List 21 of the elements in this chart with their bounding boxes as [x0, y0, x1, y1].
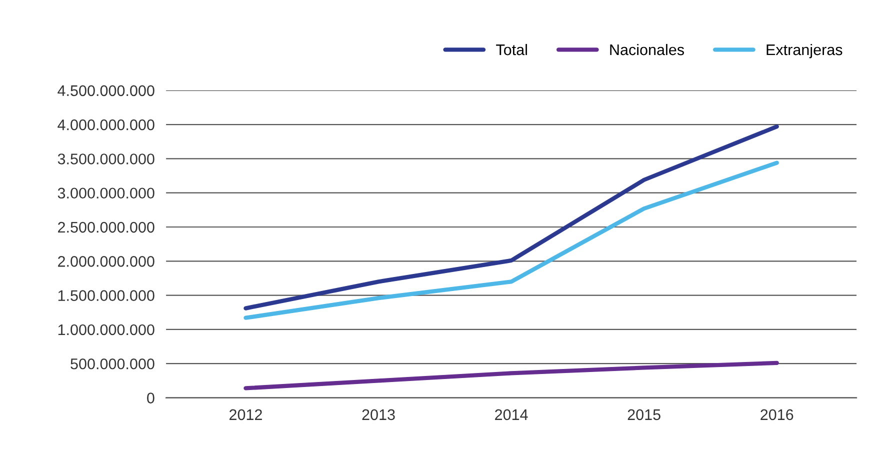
y-tick-label: 1.000.000.000	[58, 324, 154, 336]
x-tick-label: 2016	[760, 409, 794, 420]
y-tick-label: 3.000.000.000	[58, 188, 154, 199]
y-tick-label: 2.000.000.000	[58, 256, 154, 267]
line-series	[244, 360, 779, 390]
y-tick-label: 500.000.000	[70, 358, 154, 370]
x-tick-label: 2015	[628, 409, 660, 420]
y-tick-label: 0	[147, 392, 154, 404]
legend-label: Nacionales	[610, 44, 684, 56]
legend-label: Total	[496, 44, 527, 56]
line-series	[244, 124, 779, 310]
y-tick-label: 4.000.000.000	[58, 119, 154, 130]
x-tick-label: 2013	[362, 409, 395, 420]
line-series	[244, 160, 779, 320]
x-tick-label: 2012	[230, 409, 262, 420]
y-tick-label: 4.500.000.000	[58, 85, 154, 96]
y-tick-label: 3.500.000.000	[58, 154, 154, 164]
y-tick-label: 2.500.000.000	[58, 222, 154, 233]
y-tick-label: 1.500.000.000	[58, 290, 154, 301]
legend-label: Extranjeras	[766, 44, 842, 58]
x-tick-label: 2014	[495, 409, 528, 420]
